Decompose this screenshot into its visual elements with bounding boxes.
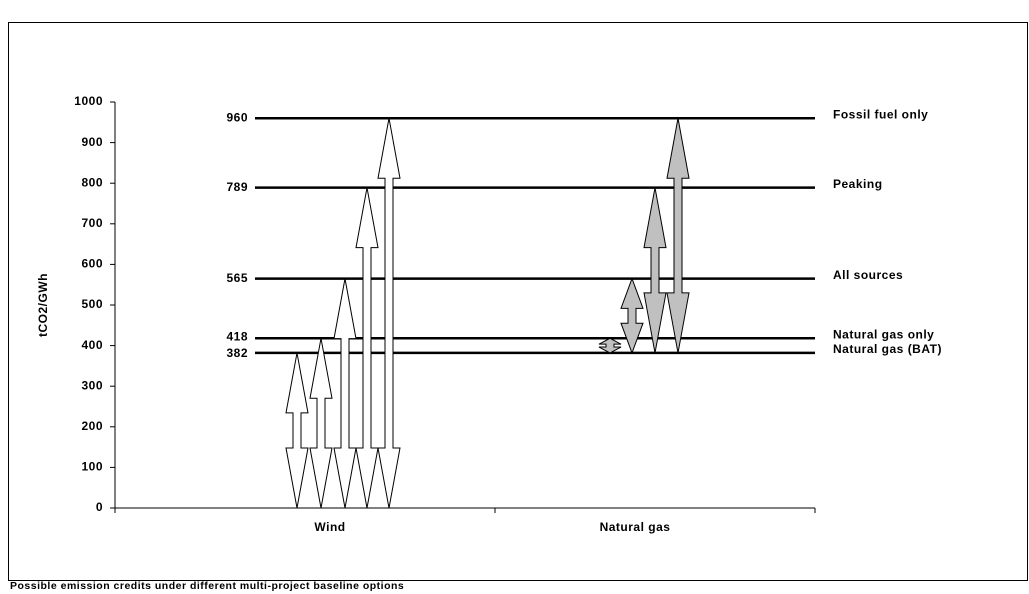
y-tick-label: 300 [81, 378, 103, 392]
baseline-name: Natural gas only [833, 327, 934, 341]
baseline-value-label: 960 [226, 110, 248, 124]
baseline-name: Natural gas (BAT) [833, 342, 942, 356]
frame [8, 22, 1028, 581]
y-tick-label: 900 [81, 135, 103, 149]
y-tick-label: 200 [81, 419, 103, 433]
category-label: Wind [314, 520, 345, 534]
arrow [620, 277, 644, 355]
y-tick-label: 700 [81, 216, 103, 230]
y-tick-label: 1000 [74, 94, 103, 108]
chart-title: Possible emission credits under differen… [10, 580, 404, 592]
arrow [643, 187, 667, 353]
y-tick-label: 800 [81, 175, 103, 189]
category-label: Natural gas [600, 520, 671, 534]
arrow [285, 352, 309, 509]
baseline-value-label: 382 [226, 346, 248, 360]
arrow [355, 187, 379, 509]
y-tick-label: 0 [96, 500, 103, 514]
arrow [377, 118, 401, 509]
y-tick-label: 600 [81, 257, 103, 271]
y-tick-label: 100 [81, 460, 103, 474]
arrow [666, 118, 690, 353]
y-axis-label: tCO2/GWh [36, 273, 50, 337]
baseline-name: All sources [833, 268, 903, 282]
y-tick-label: 400 [81, 338, 103, 352]
baseline-value-label: 418 [226, 329, 248, 343]
arrow [598, 337, 622, 354]
baseline-value-label: 789 [226, 180, 248, 194]
y-tick-label: 500 [81, 297, 103, 311]
arrow [309, 338, 333, 509]
arrow [333, 278, 357, 509]
baseline-name: Fossil fuel only [833, 107, 928, 121]
baseline-value-label: 565 [226, 271, 248, 285]
baseline-name: Peaking [833, 177, 883, 191]
